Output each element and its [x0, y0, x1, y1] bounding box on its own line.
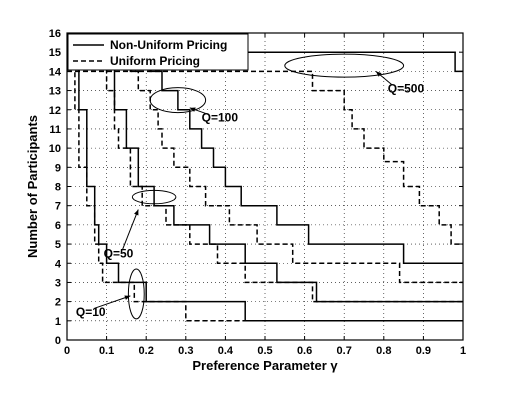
y-tick-label: 2: [55, 297, 61, 309]
annotation-arrow: [122, 209, 139, 250]
annotations: Q=10 Q=50 Q=100 Q=500: [76, 53, 425, 320]
y-tick-label: 12: [49, 105, 61, 117]
series-q-50-solid: [106, 51, 463, 303]
annotation-ellipse: [284, 53, 405, 78]
x-axis-title: Preference Parameter γ: [192, 358, 338, 373]
series-q-10-dashed: [71, 51, 463, 322]
y-tick-label: 14: [49, 66, 62, 78]
series-group: [67, 51, 463, 322]
y-tick-label: 5: [55, 239, 61, 251]
y-tick-label: 16: [49, 28, 61, 40]
ticks: 0 0.1 0.2 0.3 0.4 0.5 0.6 0.7 0.8 0.9 101234567891…: [49, 28, 466, 357]
series-q-500-solid: [67, 51, 463, 73]
annotation-arrowhead: [375, 71, 382, 77]
x-tick-label: 0.1: [99, 345, 114, 357]
x-tick-label: 0.9: [416, 345, 431, 357]
annotation-label: Q=50: [104, 247, 134, 261]
legend-label: Non-Uniform Pricing: [110, 38, 227, 52]
series-q-10-solid: [74, 51, 463, 322]
x-tick-label: 0.7: [337, 345, 352, 357]
series-q-100-solid: [138, 51, 463, 265]
y-tick-label: 13: [49, 86, 61, 98]
legend: Non-Uniform Pricing Uniform Pricing: [67, 33, 249, 71]
annotation-label: Q=10: [76, 305, 106, 319]
x-tick-label: 1: [460, 345, 466, 357]
annotation-label: Q=500: [388, 82, 425, 96]
x-tick-label: 0.3: [178, 345, 193, 357]
y-tick-label: 0: [55, 335, 61, 347]
y-tick-label: 6: [55, 220, 61, 232]
y-tick-label: 10: [49, 143, 61, 155]
y-tick-label: 4: [55, 258, 62, 270]
annotation-arrowhead: [134, 209, 139, 216]
annotation-arrowhead: [189, 107, 196, 112]
series-q-50-dashed: [98, 51, 463, 303]
x-tick-label: 0.6: [297, 345, 312, 357]
y-tick-label: 9: [55, 162, 61, 174]
annotation-ellipse: [131, 189, 177, 205]
series-q-100-dashed: [122, 51, 463, 284]
y-tick-label: 8: [55, 182, 61, 194]
x-tick-label: 0.8: [376, 345, 391, 357]
annotation-ellipse: [149, 87, 207, 114]
x-tick-label: 0.5: [257, 345, 272, 357]
annotation-arrow: [94, 295, 131, 309]
y-tick-label: 15: [49, 47, 61, 59]
annotation-ellipse: [127, 268, 145, 320]
y-axis-title: Number of Participants: [25, 115, 40, 258]
x-tick-label: 0.4: [218, 345, 234, 357]
y-tick-label: 3: [55, 277, 61, 289]
x-tick-label: 0: [64, 345, 70, 357]
x-tick-label: 0.2: [139, 345, 154, 357]
legend-label: Uniform Pricing: [110, 54, 200, 68]
annotation-label: Q=100: [202, 110, 239, 124]
series-q-500-dashed: [67, 70, 463, 245]
y-tick-label: 1: [55, 316, 61, 328]
y-tick-label: 11: [49, 124, 61, 136]
legend-box: [67, 33, 249, 71]
annotation-arrowhead: [124, 295, 131, 300]
y-tick-label: 7: [55, 201, 61, 213]
